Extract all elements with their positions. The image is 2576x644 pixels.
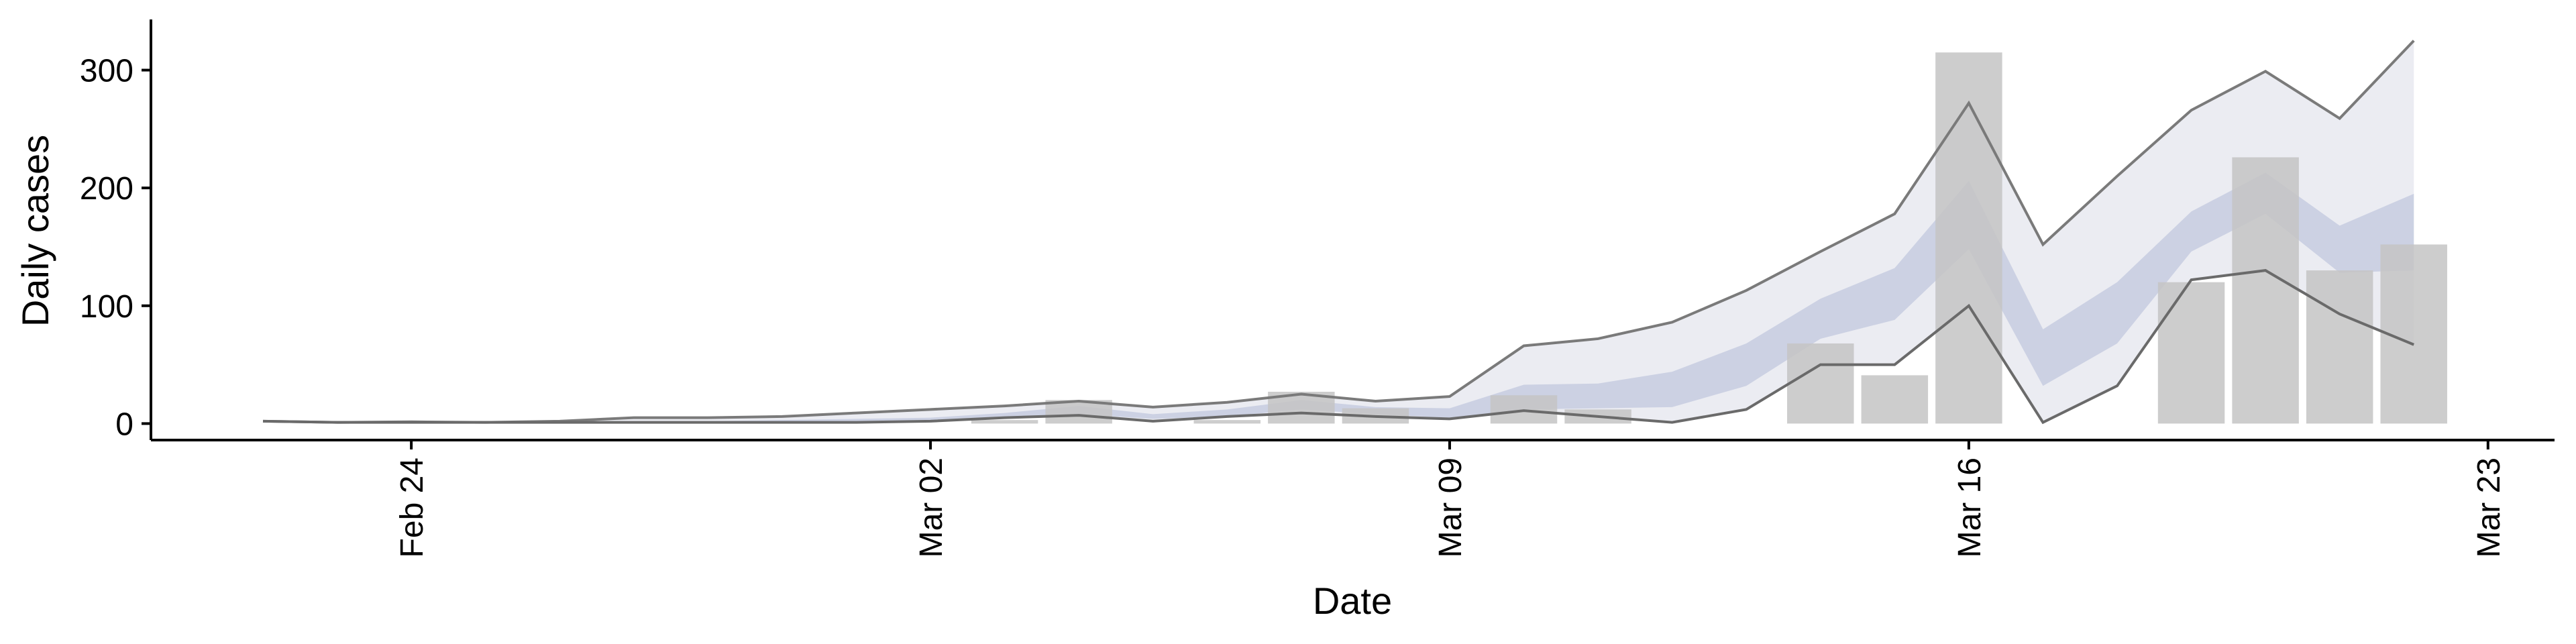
bar <box>1861 375 1929 424</box>
bar <box>2157 282 2225 424</box>
bar <box>2306 270 2373 424</box>
y-tick-label: 300 <box>80 54 133 89</box>
bar <box>1787 343 1854 424</box>
y-axis-title: Daily cases <box>14 135 56 327</box>
bar <box>1193 420 1261 424</box>
interval-band <box>263 40 2414 423</box>
interval-line <box>262 40 2415 424</box>
x-tick-label: Mar 16 <box>1952 458 1988 557</box>
y-tick-label: 200 <box>80 171 133 207</box>
y-tick-label: 0 <box>115 407 133 442</box>
x-tick-label: Mar 02 <box>914 458 949 557</box>
bar <box>971 420 1038 424</box>
x-tick-label: Feb 24 <box>394 458 430 557</box>
bar <box>1935 52 2002 424</box>
x-tick-label: Mar 09 <box>1433 458 1468 557</box>
x-tick-label: Mar 23 <box>2471 458 2507 557</box>
bar <box>2232 157 2299 424</box>
interval-line <box>262 269 2415 425</box>
y-tick-label: 100 <box>80 289 133 325</box>
x-axis-title: Date <box>1313 580 1392 622</box>
